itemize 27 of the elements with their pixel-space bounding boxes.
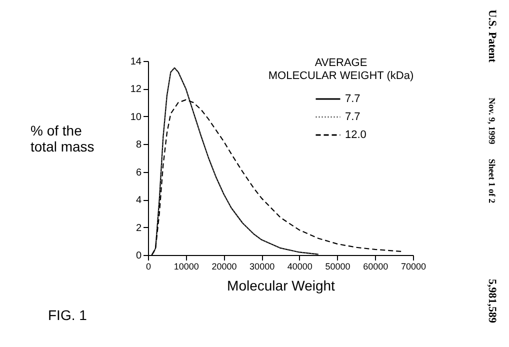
y-tick-label: 8: [136, 140, 142, 151]
x-axis-title: Molecular Weight: [227, 278, 336, 294]
legend-label: 7.7: [345, 93, 360, 105]
caption: FIG. 1: [48, 307, 88, 323]
x-tick-label: 20000: [212, 262, 237, 272]
y-tick-label: 10: [130, 112, 142, 123]
x-tick-label: 70000: [400, 262, 426, 272]
y-tick-label: 14: [130, 56, 142, 68]
x-tick-label: 10000: [174, 262, 199, 272]
text: U.S. Patent: [486, 10, 498, 63]
text: Sheet 1 of 2: [487, 158, 497, 204]
x-tick-label: 30000: [250, 262, 275, 272]
y-tick-label: 4: [136, 195, 142, 206]
y-tick-label: 12: [130, 84, 142, 96]
legend-label: 7.7: [345, 111, 360, 123]
text: 5,981,589: [486, 279, 498, 324]
y-tick-label: 2: [136, 222, 142, 234]
y-tick-label: 0: [136, 250, 142, 262]
text: Nov. 9, 1999: [487, 98, 497, 145]
x-tick-label: 50000: [325, 262, 350, 272]
y-tick-label: 6: [136, 167, 142, 178]
x-tick-label: 0: [146, 262, 152, 272]
legend-title: AVERAGE MOLECULAR WEIGHT (kDa): [268, 57, 414, 82]
legend-label: 12.0: [345, 129, 366, 141]
y-axis-title: % of the total mass: [30, 122, 94, 154]
x-tick-label: 60000: [363, 262, 388, 272]
x-tick-label: 40000: [287, 262, 312, 272]
